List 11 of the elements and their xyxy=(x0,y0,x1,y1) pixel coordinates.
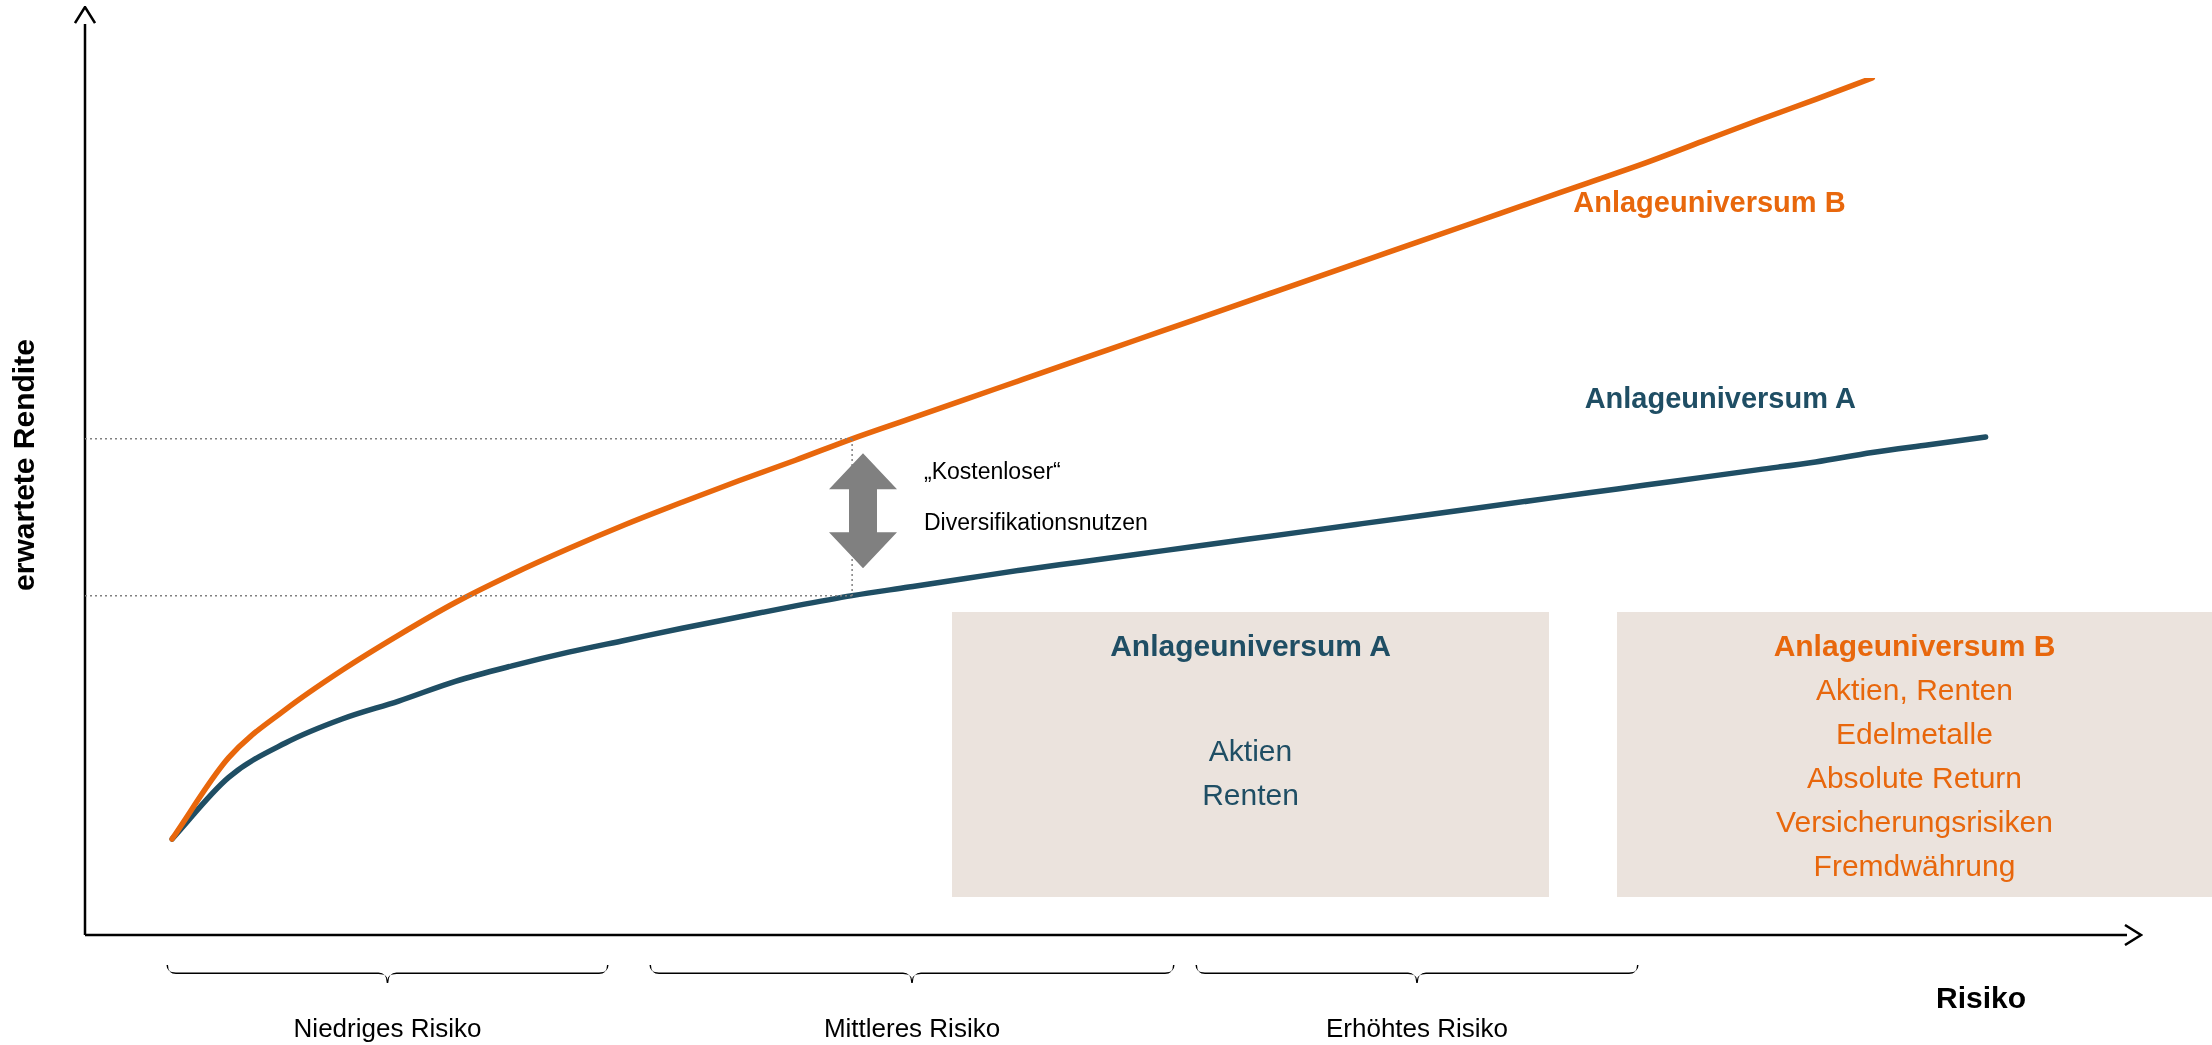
series-label: Anlageuniversum B xyxy=(1573,186,1846,219)
text: Erhöhtes Risiko xyxy=(1325,1012,1509,1044)
text-panel: Anlageuniversum B Aktien, Renten Edelmetalle Absolute Return Versicherungsrisiken Fremdwährung xyxy=(1617,612,2212,897)
text-panel: Anlageuniversum A Aktien Renten xyxy=(952,612,1549,897)
series-label: Anlageuniversum A xyxy=(1584,382,1856,416)
annotation: „Kostenloser“ Diversifikationsnutzen xyxy=(924,457,1148,537)
y-axis-title: erwartete Rendite xyxy=(7,339,41,591)
text: Mittleres Risiko xyxy=(823,1012,1001,1044)
annotation: Anlageuniversum B Aktien, Renten Edelmetalle Absolute Return Versicherungsrisiken Fremdwährung xyxy=(1772,628,2057,884)
x-axis-title: Risiko xyxy=(1936,981,2027,1015)
text: Niedriges Risiko xyxy=(293,1012,482,1044)
